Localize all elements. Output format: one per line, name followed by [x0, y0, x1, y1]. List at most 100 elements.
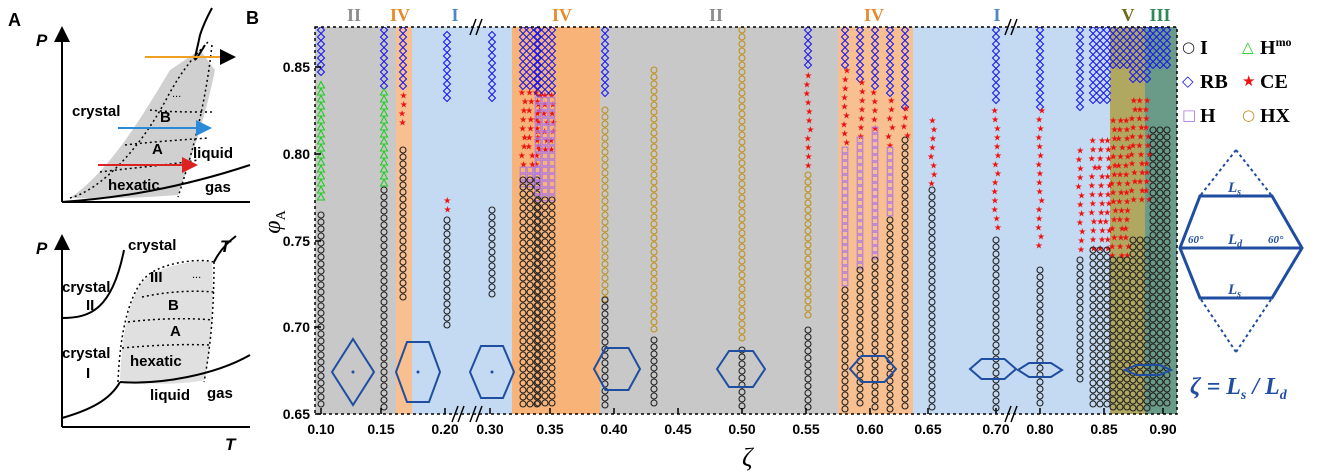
svg-text:★: ★: [1077, 210, 1085, 220]
svg-text:★: ★: [1138, 160, 1146, 170]
svg-text:★: ★: [888, 124, 896, 134]
svg-text:★: ★: [841, 85, 849, 95]
svg-text:★: ★: [1111, 135, 1119, 145]
svg-text:★: ★: [1142, 115, 1150, 125]
svg-text:★: ★: [518, 89, 526, 99]
svg-text:★: ★: [857, 124, 865, 134]
svg-text:★: ★: [840, 121, 848, 131]
y-axis-label: φA: [260, 209, 289, 233]
svg-text:★: ★: [1076, 165, 1084, 175]
ld-sub: d: [1237, 239, 1243, 250]
svg-text:★: ★: [1123, 126, 1131, 136]
svg-text:★: ★: [887, 106, 895, 116]
svg-text:★: ★: [1105, 155, 1113, 165]
bottom-b: B: [168, 297, 179, 314]
svg-text:★: ★: [1108, 252, 1116, 262]
svg-text:★: ★: [928, 117, 936, 127]
svg-text:★: ★: [1036, 125, 1044, 135]
svg-text:★: ★: [521, 134, 529, 144]
svg-text:★: ★: [1098, 173, 1106, 183]
svg-text:★: ★: [991, 107, 999, 117]
svg-text:Ld: Ld: [1227, 232, 1243, 250]
svg-text:★: ★: [1089, 227, 1097, 237]
svg-text:★: ★: [1136, 133, 1144, 143]
x-tick-label: 0.55: [792, 421, 819, 437]
svg-text:★: ★: [1035, 224, 1043, 234]
legend-symbol: □: [1182, 106, 1196, 124]
svg-text:★: ★: [1116, 126, 1124, 136]
svg-text:★: ★: [1097, 146, 1105, 156]
svg-text:★: ★: [1077, 246, 1085, 256]
svg-text:★: ★: [1145, 196, 1153, 206]
svg-text:★: ★: [806, 126, 814, 136]
svg-text:★: ★: [1142, 106, 1150, 116]
svg-text:★: ★: [1097, 182, 1105, 192]
svg-text:★: ★: [871, 98, 879, 108]
y-axis-label-main: φ: [260, 220, 286, 233]
legend-symbol: ★: [1242, 72, 1255, 90]
svg-text:★: ★: [1128, 187, 1136, 197]
svg-text:★: ★: [1122, 171, 1130, 181]
legend-label: CE: [1260, 71, 1288, 93]
svg-text:★: ★: [547, 92, 555, 102]
svg-text:★: ★: [1130, 97, 1138, 107]
y-tick-label: 0.80: [283, 146, 310, 162]
svg-text:★: ★: [841, 130, 849, 140]
svg-text:★: ★: [928, 180, 936, 190]
svg-text:★: ★: [1115, 198, 1123, 208]
svg-text:★: ★: [1098, 200, 1106, 210]
svg-text:★: ★: [1123, 135, 1131, 145]
svg-text:★: ★: [1135, 142, 1143, 152]
svg-text:★: ★: [1098, 137, 1106, 147]
plot-background: ★ ★ ★ ★ ★ ★ ★ ★ ★ ★ ★ ★ ★ ★ ★ ★ ★ ★ ★ ★ ★ ★ ★ ★ ★ ★ ★ ★ ★ ★ ★ ★ ★ ★ ★ ★ ★ ★ ★ ★…: [315, 27, 1177, 414]
svg-text:★: ★: [1097, 209, 1105, 219]
svg-text:★: ★: [804, 72, 812, 82]
x-tick-label: 0.15: [367, 421, 394, 437]
svg-text:★: ★: [1109, 198, 1117, 208]
svg-text:★: ★: [1143, 160, 1151, 170]
svg-text:★: ★: [1088, 209, 1096, 219]
svg-text:★: ★: [520, 143, 528, 153]
svg-text:★: ★: [871, 107, 879, 117]
svg-text:★: ★: [518, 152, 526, 162]
svg-text:★: ★: [929, 135, 937, 145]
svg-text:★: ★: [991, 161, 999, 171]
svg-text:★: ★: [1131, 178, 1139, 188]
svg-text:★: ★: [886, 115, 894, 125]
x-tick-label: 0.40: [600, 421, 627, 437]
svg-text:★: ★: [1129, 142, 1137, 152]
svg-text:★: ★: [1088, 155, 1096, 165]
crystal-iii-numeral: III: [150, 269, 163, 286]
svg-text:★: ★: [1089, 137, 1097, 147]
svg-text:★: ★: [1122, 117, 1130, 127]
formula-part2: / L: [1246, 374, 1279, 400]
svg-text:★: ★: [1036, 170, 1044, 180]
svg-text:★: ★: [1088, 173, 1096, 183]
svg-text:★: ★: [857, 115, 865, 125]
x-tick-label: 0.45: [664, 421, 691, 437]
svg-text:★: ★: [991, 116, 999, 126]
region-label: IV: [390, 5, 410, 25]
svg-text:★: ★: [536, 146, 544, 156]
svg-text:★: ★: [1036, 188, 1044, 198]
svg-text:★: ★: [840, 103, 848, 113]
svg-text:★: ★: [1077, 237, 1085, 247]
svg-text:Ls: Ls: [1227, 180, 1241, 198]
crystal-ii-numeral: II: [86, 297, 94, 314]
svg-text:★: ★: [1096, 245, 1104, 255]
x-tick-label: 0.65: [914, 421, 941, 437]
svg-text:★: ★: [1104, 245, 1112, 255]
svg-text:★: ★: [1130, 196, 1138, 206]
svg-text:★: ★: [870, 89, 878, 99]
bottom-t-axis: T: [225, 435, 237, 454]
top-a: A: [152, 141, 163, 158]
svg-text:★: ★: [1137, 151, 1145, 161]
svg-text:★: ★: [533, 125, 541, 135]
zeta-formula: ζ = Ls / Ld: [1190, 374, 1288, 403]
svg-text:★: ★: [903, 132, 911, 142]
formula-sub2: d: [1280, 388, 1288, 403]
svg-text:★: ★: [528, 152, 536, 162]
svg-text:★: ★: [804, 153, 812, 163]
formula-part1: ζ = L: [1190, 374, 1241, 400]
svg-text:★: ★: [1142, 124, 1150, 134]
